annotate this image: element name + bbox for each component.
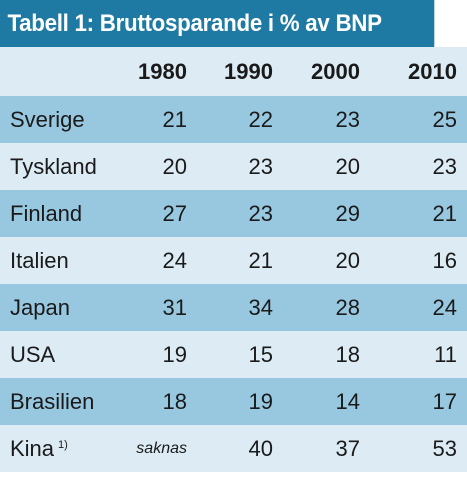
value-cell: 14: [283, 378, 370, 425]
footnote-marker: 1): [58, 438, 68, 451]
country-cell: Japan: [0, 284, 120, 331]
value-cell: 23: [370, 143, 467, 190]
value-cell: 20: [283, 237, 370, 284]
value-cell-missing: saknas: [120, 425, 197, 472]
country-cell: Italien: [0, 237, 120, 284]
header-cell-year: 1980: [120, 47, 197, 96]
country-cell: Sverige: [0, 96, 120, 143]
value-cell: 15: [197, 331, 283, 378]
value-cell: 40: [197, 425, 283, 472]
value-cell: 18: [120, 378, 197, 425]
country-cell: USA: [0, 331, 120, 378]
header-cell-year: 2000: [283, 47, 370, 96]
table-row: Kina 1) saknas 40 37 53: [0, 425, 467, 472]
country-label: Kina: [10, 435, 55, 461]
country-cell: Tyskland: [0, 143, 120, 190]
value-cell: 28: [283, 284, 370, 331]
data-table: 1980 1990 2000 2010 Sverige 21 22 23 25 …: [0, 47, 467, 472]
value-cell: 21: [120, 96, 197, 143]
value-cell: 27: [120, 190, 197, 237]
value-cell: 29: [283, 190, 370, 237]
value-cell: 16: [370, 237, 467, 284]
value-cell: 23: [197, 190, 283, 237]
value-cell: 31: [120, 284, 197, 331]
value-cell: 19: [197, 378, 283, 425]
value-cell: 34: [197, 284, 283, 331]
value-cell: 24: [120, 237, 197, 284]
table-row: USA 19 15 18 11: [0, 331, 467, 378]
value-cell: 21: [197, 237, 283, 284]
table-row: Sverige 21 22 23 25: [0, 96, 467, 143]
value-cell: 37: [283, 425, 370, 472]
header-cell-year: 1990: [197, 47, 283, 96]
table-title: Tabell 1: Bruttosparande i % av BNP: [0, 0, 435, 47]
country-cell: Finland: [0, 190, 120, 237]
country-cell: Brasilien: [0, 378, 120, 425]
value-cell: 19: [120, 331, 197, 378]
value-cell: 22: [197, 96, 283, 143]
table-row: Italien 24 21 20 16: [0, 237, 467, 284]
value-cell: 17: [370, 378, 467, 425]
header-cell-year: 2010: [370, 47, 467, 96]
value-cell: 11: [370, 331, 467, 378]
header-cell-country: [0, 47, 120, 96]
table-row: Tyskland 20 23 20 23: [0, 143, 467, 190]
country-cell: Kina 1): [0, 425, 120, 472]
value-cell: 53: [370, 425, 467, 472]
value-cell: 24: [370, 284, 467, 331]
table-row: Japan 31 34 28 24: [0, 284, 467, 331]
value-cell: 18: [283, 331, 370, 378]
value-cell: 23: [283, 96, 370, 143]
value-cell: 20: [120, 143, 197, 190]
header-row: 1980 1990 2000 2010: [0, 47, 467, 96]
value-cell: 20: [283, 143, 370, 190]
value-cell: 25: [370, 96, 467, 143]
value-cell: 21: [370, 190, 467, 237]
value-cell: 23: [197, 143, 283, 190]
table-row: Brasilien 18 19 14 17: [0, 378, 467, 425]
table-row: Finland 27 23 29 21: [0, 190, 467, 237]
